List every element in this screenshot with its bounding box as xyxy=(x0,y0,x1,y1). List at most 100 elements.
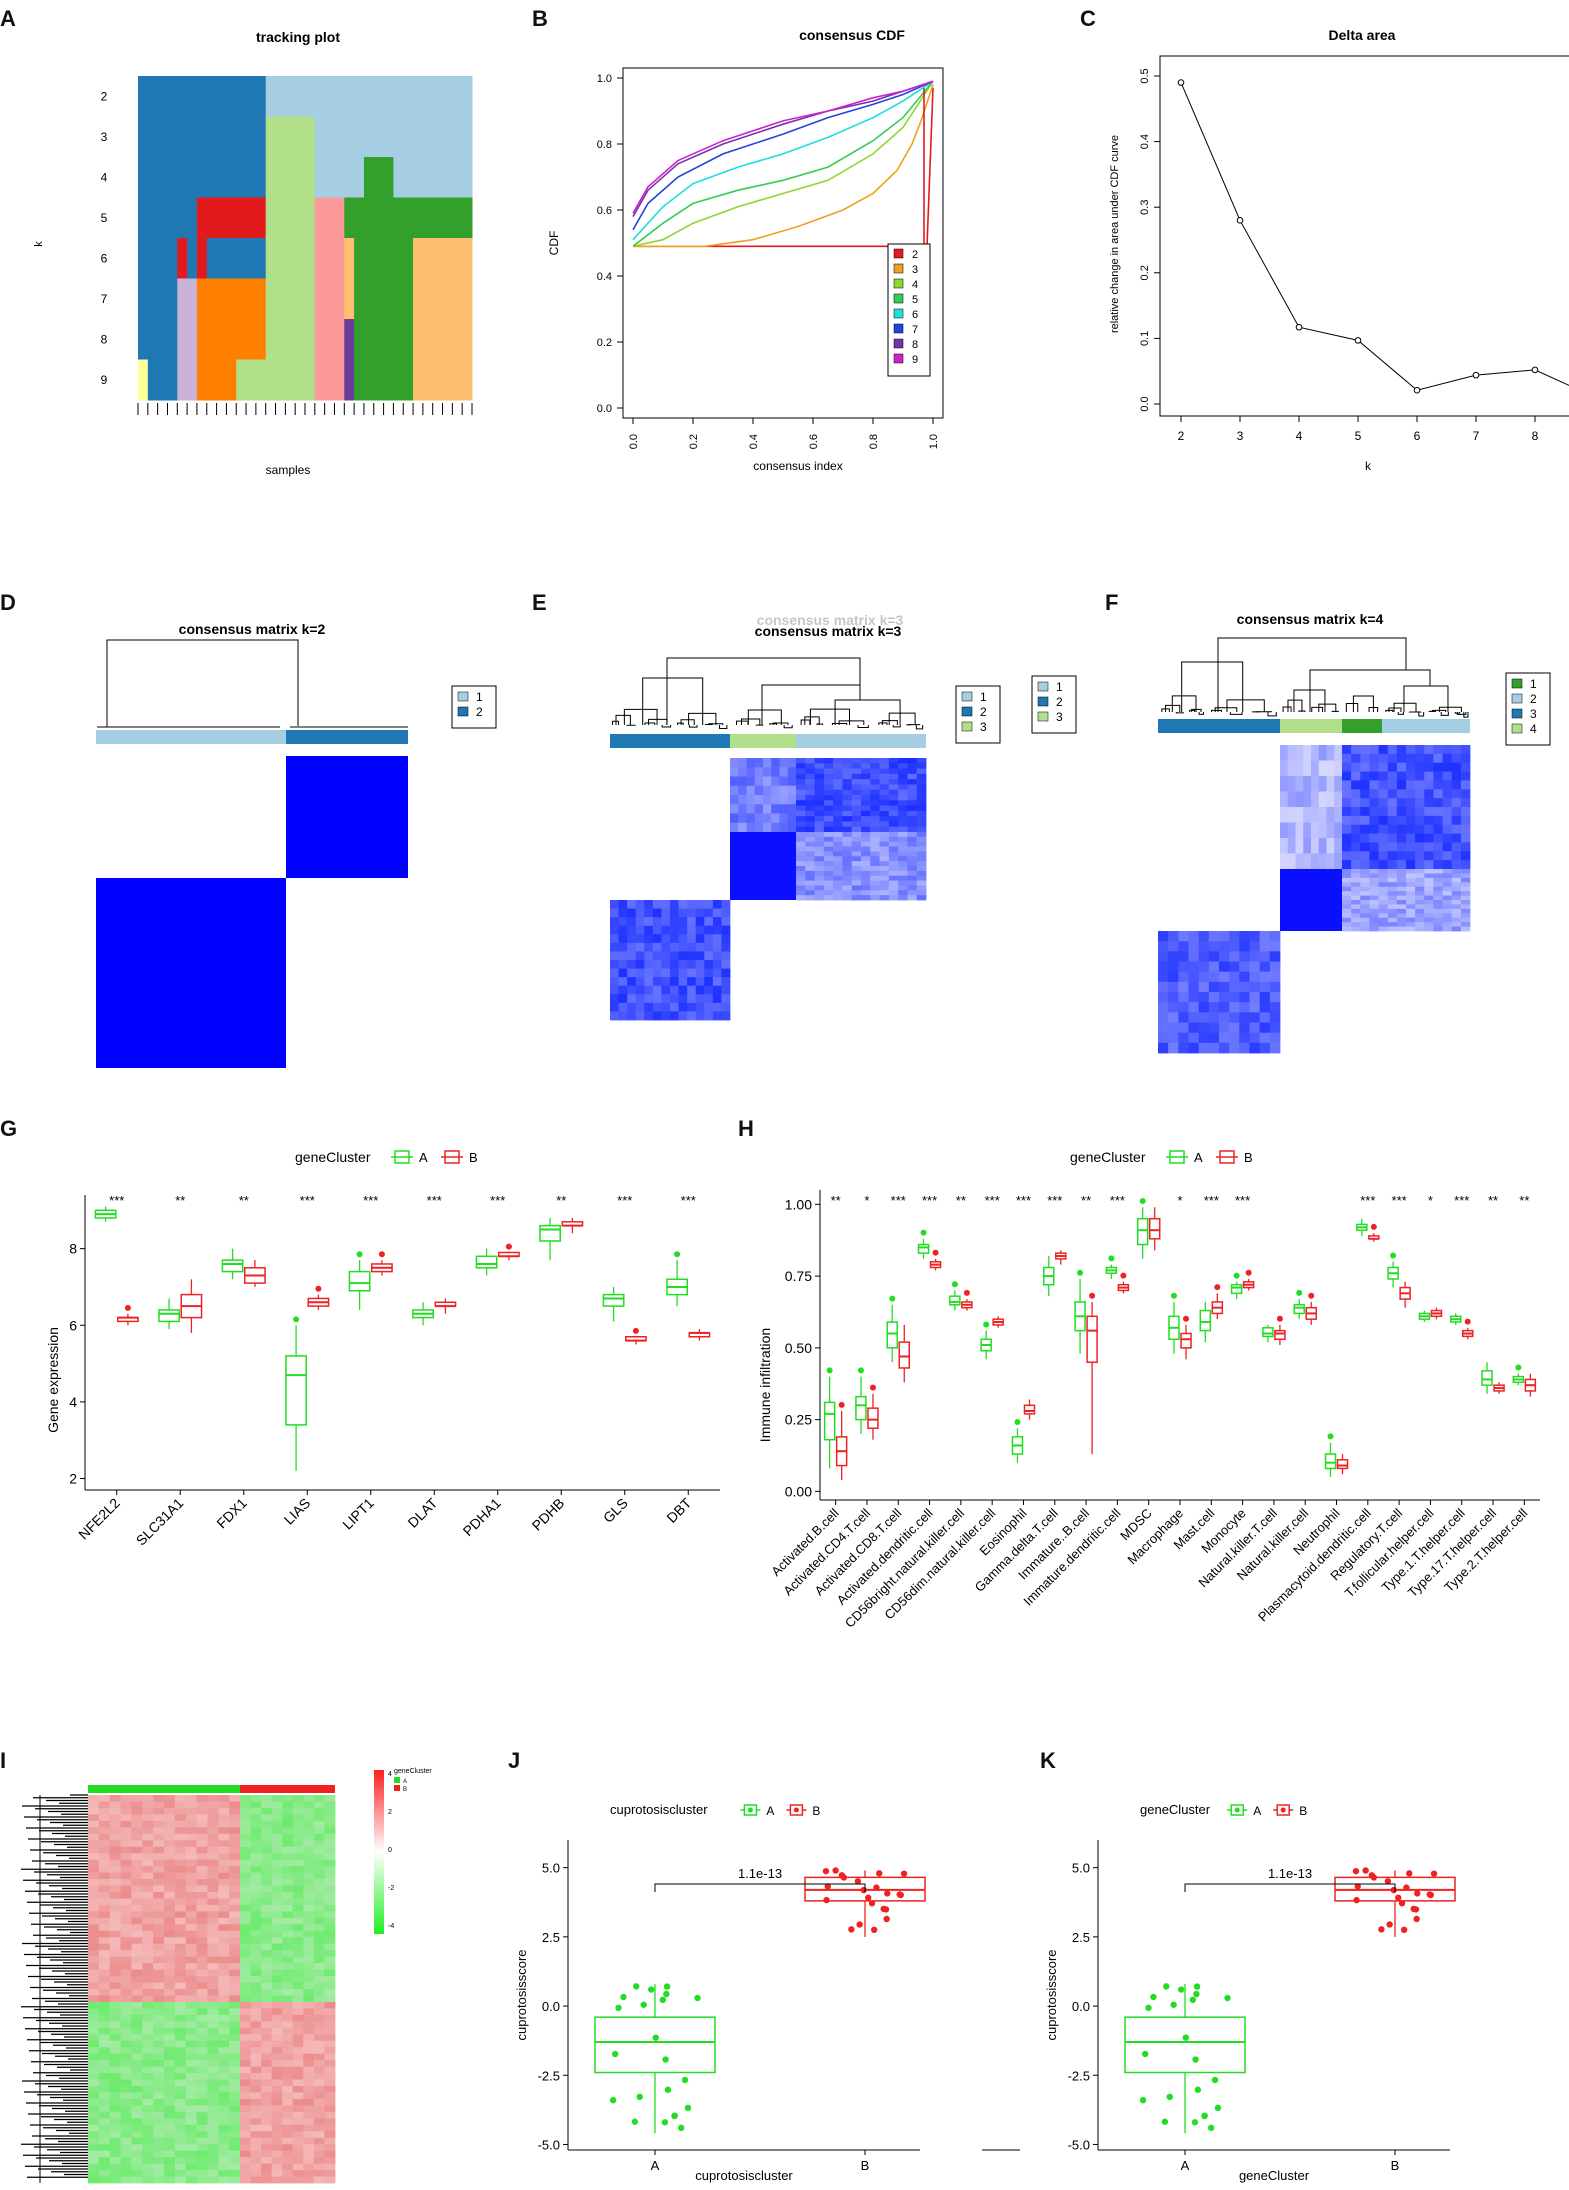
heatmap-cell xyxy=(293,2125,304,2132)
matrix-cell xyxy=(824,837,834,842)
heatmap-cell xyxy=(293,1827,304,1834)
matrix-cell xyxy=(713,943,722,952)
heatmap-cell xyxy=(272,1898,283,1905)
matrix-cell xyxy=(713,1011,722,1020)
heatmap-cell xyxy=(272,2080,283,2087)
heatmap-cell xyxy=(324,1821,335,1828)
matrix-cell xyxy=(1452,891,1462,896)
heatmap-cell xyxy=(153,1834,164,1841)
heatmap-cell xyxy=(197,1873,208,1880)
box-outlier xyxy=(315,1286,321,1292)
heatmap-cell xyxy=(88,2073,99,2080)
matrix-cell xyxy=(842,790,852,796)
matrix-cell xyxy=(1424,754,1434,763)
heatmap-cell xyxy=(142,1879,153,1886)
heatmap-cell xyxy=(164,2086,175,2093)
heatmap-cell xyxy=(314,1898,325,1905)
matrix-cell xyxy=(889,847,899,852)
heatmap-cell xyxy=(164,2008,175,2015)
matrix-cell xyxy=(1209,1012,1220,1023)
matrix-cell xyxy=(815,890,825,895)
heatmap-cell xyxy=(251,1821,262,1828)
heatmap-cell xyxy=(251,2021,262,2028)
matrix-cell xyxy=(898,821,908,827)
heatmap-cell xyxy=(186,1873,197,1880)
heatmap-cell xyxy=(218,1924,229,1931)
dendrogram-branch xyxy=(612,721,618,725)
heatmap-cell xyxy=(121,2086,132,2093)
heatmap-legend-title: geneCluster xyxy=(394,1768,432,1775)
box-outlier xyxy=(1465,1319,1471,1325)
heatmap-cell xyxy=(99,1995,110,2002)
heatmap-cell xyxy=(175,2092,186,2099)
heatmap-cell xyxy=(272,1995,283,2002)
heatmap-cell xyxy=(303,1976,314,1983)
matrix-cell xyxy=(1369,816,1379,825)
matrix-cell xyxy=(1296,807,1304,823)
matrix-cell xyxy=(898,832,908,837)
heatmap-cell xyxy=(186,1950,197,1957)
matrix-cell xyxy=(721,951,730,960)
heatmap-cell xyxy=(293,2028,304,2035)
matrix-cell xyxy=(1168,962,1179,973)
matrix-cell xyxy=(1452,763,1462,772)
heatmap-cell xyxy=(282,1879,293,1886)
heatmap-cell xyxy=(131,2170,142,2177)
heatmap-cell xyxy=(121,1814,132,1821)
heatmap-cell xyxy=(261,1931,272,1938)
heatmap-cell xyxy=(88,2060,99,2067)
category-label: LIPT1 xyxy=(339,1495,377,1533)
score-point xyxy=(682,2077,688,2083)
heatmap-cell xyxy=(293,1963,304,1970)
heatmap-cell xyxy=(99,1834,110,1841)
score-point xyxy=(648,1986,654,1992)
heatmap-cell xyxy=(282,2067,293,2074)
heatmap-cell xyxy=(303,2177,314,2184)
heatmap-cell xyxy=(218,2177,229,2184)
k3-legend-a-label: 2 xyxy=(980,705,987,719)
matrix-cell xyxy=(1461,869,1471,874)
heatmap-cell xyxy=(110,1989,121,1996)
heatmap-cell xyxy=(240,1963,251,1970)
heatmap-cell xyxy=(110,2041,121,2048)
matrix-cell xyxy=(738,814,747,824)
matrix-cell xyxy=(1168,992,1179,1003)
heatmap-cell xyxy=(282,1911,293,1918)
heatmap-cell xyxy=(197,2118,208,2125)
matrix-cell xyxy=(1270,1033,1281,1044)
score-point xyxy=(1193,1991,1199,1997)
heatmap-cell xyxy=(293,1995,304,2002)
matrix-cell xyxy=(861,847,871,852)
heatmap-cell xyxy=(314,1827,325,1834)
heatmap-cell xyxy=(218,1944,229,1951)
score-point xyxy=(1353,1868,1359,1874)
matrix-cell xyxy=(1397,745,1407,754)
heatmap-cell xyxy=(303,1840,314,1847)
heatmap-cell xyxy=(197,1814,208,1821)
dendrogram-branch xyxy=(1212,710,1222,712)
heatmap-cell xyxy=(164,2021,175,2028)
heatmap-cell xyxy=(282,1801,293,1808)
heatmap-cell xyxy=(229,2073,240,2080)
cdf-legend-label: 7 xyxy=(912,324,918,336)
box-outlier xyxy=(1371,1224,1377,1230)
matrix-cell xyxy=(796,800,806,806)
matrix-cell xyxy=(1369,869,1379,874)
matrix-cell xyxy=(1158,1002,1169,1013)
delta-ytick-label: 0.2 xyxy=(1139,265,1151,280)
heatmap-cell xyxy=(303,2099,314,2106)
matrix-cell xyxy=(842,847,852,852)
heatmap-cell xyxy=(88,1950,99,1957)
heatmap-cell xyxy=(186,2138,197,2145)
legend-swatch-dot xyxy=(794,1808,799,1813)
matrix-cell xyxy=(842,842,852,847)
tracking-cell xyxy=(177,238,187,279)
box-outlier xyxy=(839,1402,845,1408)
heatmap-cell xyxy=(314,2028,325,2035)
matrix-cell xyxy=(1397,887,1407,892)
matrix-cell xyxy=(898,851,908,856)
matrix-cell xyxy=(1319,807,1327,823)
heatmap-cell xyxy=(314,1834,325,1841)
matrix-cell xyxy=(1342,887,1352,892)
heatmap-cell xyxy=(88,1879,99,1886)
